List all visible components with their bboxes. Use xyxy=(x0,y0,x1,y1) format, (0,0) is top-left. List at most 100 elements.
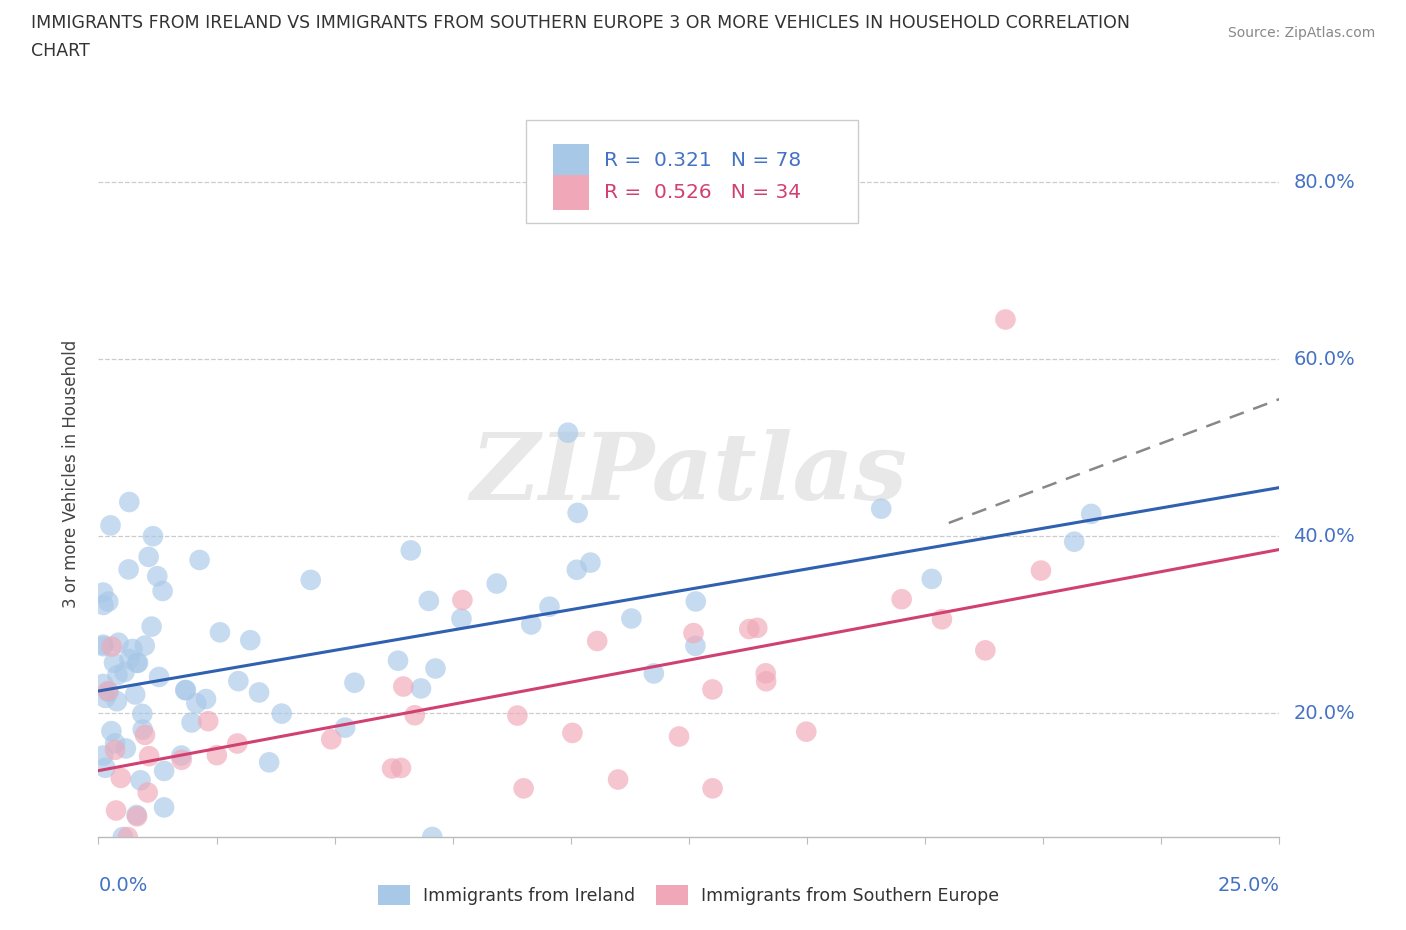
Point xyxy=(114,741,136,756)
Point xyxy=(97,594,120,609)
Point xyxy=(579,555,602,570)
Point xyxy=(138,550,160,565)
Point xyxy=(702,781,724,796)
Point xyxy=(994,312,1017,327)
Point xyxy=(127,656,149,671)
Point xyxy=(134,727,156,742)
Point xyxy=(170,752,193,767)
Point xyxy=(1080,507,1102,522)
Text: 80.0%: 80.0% xyxy=(1294,173,1355,192)
Point xyxy=(607,772,630,787)
Point xyxy=(205,748,228,763)
Point xyxy=(257,755,280,770)
FancyBboxPatch shape xyxy=(526,120,858,222)
Text: CHART: CHART xyxy=(31,42,90,60)
Point xyxy=(105,803,128,817)
Point xyxy=(134,638,156,653)
Point xyxy=(538,599,561,614)
Point xyxy=(418,593,440,608)
Point xyxy=(111,830,134,844)
FancyBboxPatch shape xyxy=(553,175,589,209)
Point xyxy=(91,676,114,691)
Point xyxy=(620,611,643,626)
Point xyxy=(506,708,529,723)
Point xyxy=(794,724,817,739)
Point xyxy=(131,707,153,722)
Point xyxy=(343,675,366,690)
Point xyxy=(270,706,292,721)
Point xyxy=(142,529,165,544)
Point xyxy=(557,425,579,440)
Text: R =  0.321   N = 78: R = 0.321 N = 78 xyxy=(605,152,801,170)
Point xyxy=(208,625,231,640)
Point xyxy=(153,800,176,815)
Point xyxy=(409,681,432,696)
Point xyxy=(685,594,707,609)
Text: Source: ZipAtlas.com: Source: ZipAtlas.com xyxy=(1227,26,1375,40)
Point xyxy=(399,543,422,558)
Point xyxy=(738,621,761,636)
Point xyxy=(125,807,148,822)
Point xyxy=(404,708,426,723)
Point xyxy=(747,620,769,635)
Point xyxy=(118,652,141,667)
Point xyxy=(136,785,159,800)
Point xyxy=(104,736,127,751)
Point xyxy=(103,656,125,671)
Point xyxy=(129,773,152,788)
Point xyxy=(392,679,415,694)
Point xyxy=(974,643,997,658)
Text: R =  0.526   N = 34: R = 0.526 N = 34 xyxy=(605,183,801,203)
Point xyxy=(870,501,893,516)
Point xyxy=(195,692,218,707)
Point xyxy=(921,571,943,586)
Point xyxy=(124,687,146,702)
Y-axis label: 3 or more Vehicles in Household: 3 or more Vehicles in Household xyxy=(62,340,80,608)
Point xyxy=(174,683,197,698)
Point xyxy=(94,761,117,776)
Point xyxy=(100,639,122,654)
Point xyxy=(228,673,250,688)
Point xyxy=(97,684,120,698)
Point xyxy=(1029,564,1052,578)
Point xyxy=(931,612,953,627)
Point xyxy=(586,633,609,648)
Point xyxy=(110,770,132,785)
Point xyxy=(188,552,211,567)
Point xyxy=(226,736,249,751)
Point xyxy=(132,723,155,737)
Text: 20.0%: 20.0% xyxy=(1294,704,1355,723)
Point xyxy=(450,611,472,626)
Point xyxy=(104,742,127,757)
Point xyxy=(91,748,114,763)
Point xyxy=(97,684,120,699)
Point xyxy=(668,729,690,744)
Point xyxy=(91,585,114,600)
Point xyxy=(247,685,270,700)
Point xyxy=(148,670,170,684)
Point xyxy=(321,732,343,747)
Point xyxy=(91,637,114,652)
Point xyxy=(125,656,148,671)
Point xyxy=(121,642,143,657)
Point xyxy=(389,761,412,776)
Point xyxy=(425,661,447,676)
Text: 60.0%: 60.0% xyxy=(1294,350,1355,369)
Point xyxy=(170,748,193,763)
Point xyxy=(485,576,508,591)
Point xyxy=(107,668,129,683)
Point xyxy=(146,569,169,584)
Point xyxy=(153,764,176,778)
Point xyxy=(333,720,356,735)
FancyBboxPatch shape xyxy=(553,143,589,179)
Point xyxy=(91,639,114,654)
Point xyxy=(451,592,474,607)
Point xyxy=(100,518,122,533)
Point xyxy=(94,690,117,705)
Point xyxy=(138,749,160,764)
Point xyxy=(755,674,778,689)
Point xyxy=(105,694,128,709)
Point xyxy=(685,638,707,653)
Text: IMMIGRANTS FROM IRELAND VS IMMIGRANTS FROM SOUTHERN EUROPE 3 OR MORE VEHICLES IN: IMMIGRANTS FROM IRELAND VS IMMIGRANTS FR… xyxy=(31,14,1130,32)
Point xyxy=(93,597,115,612)
